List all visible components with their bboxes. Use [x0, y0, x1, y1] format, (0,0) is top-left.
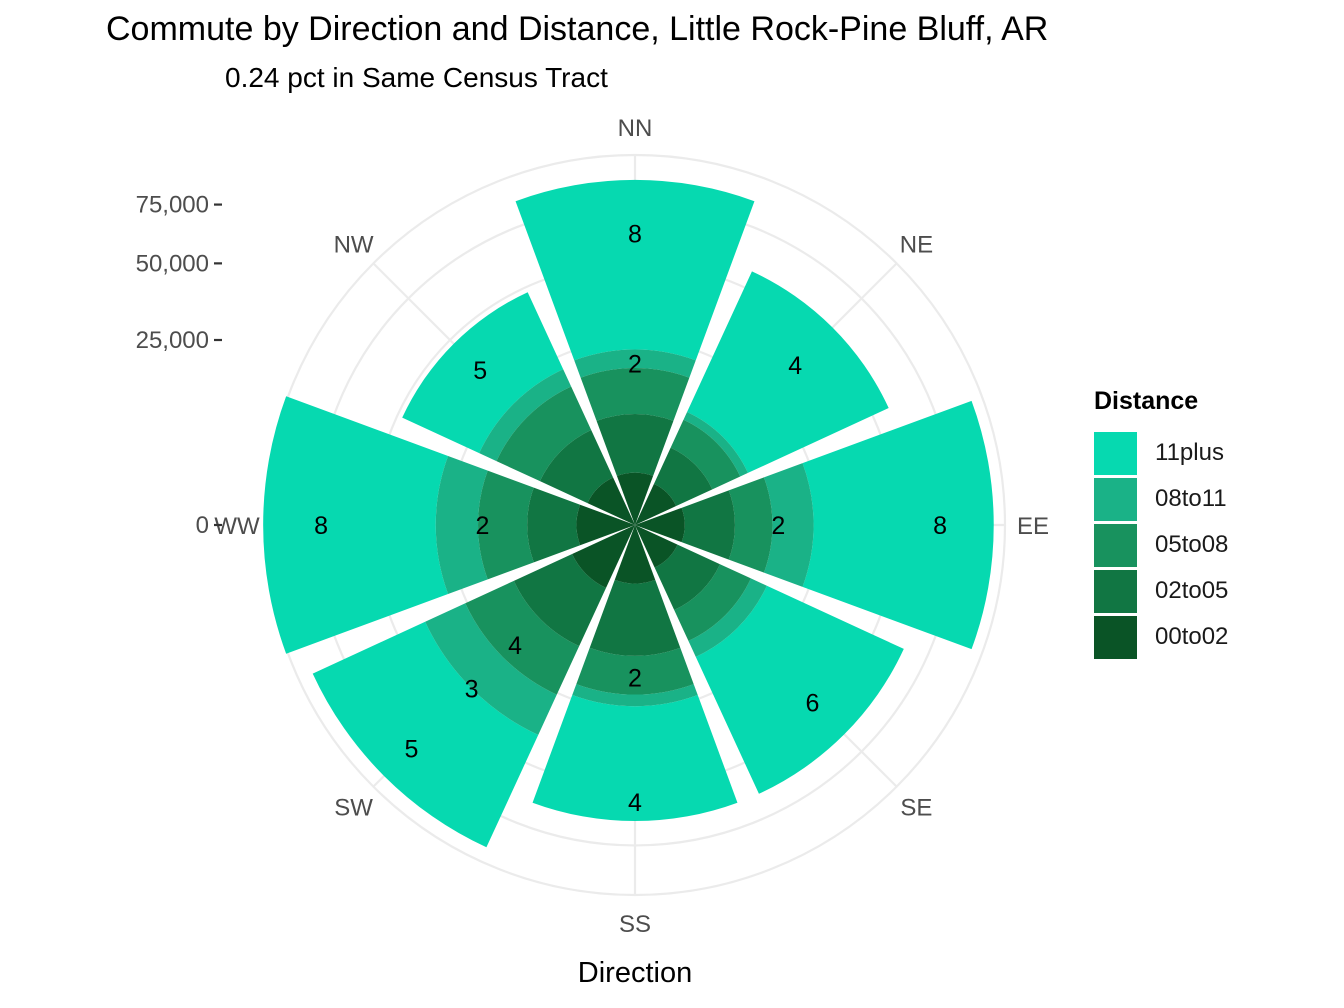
legend-item-00to02: 00to02 — [1094, 614, 1228, 660]
legend-key-swatch — [1094, 523, 1137, 567]
legend-key-swatch — [1094, 477, 1137, 521]
bar-sw-02to05 — [513, 553, 607, 647]
bar-value-label: 4 — [788, 352, 802, 380]
legend-label: 05to08 — [1155, 531, 1229, 558]
bar-value-label: 2 — [771, 512, 785, 540]
direction-label-ss: SS — [619, 911, 651, 938]
bar-nw-00to02 — [587, 477, 635, 525]
bar-ww-02to05 — [527, 487, 581, 563]
bar-nn-05to08 — [580, 368, 690, 421]
y-axis-tick-label: 75,000 — [136, 192, 209, 219]
legend-item-05to08: 05to08 — [1094, 522, 1228, 568]
bar-value-label: 5 — [405, 736, 419, 764]
bar-se-02to05 — [654, 544, 721, 611]
bar-nn-02to05 — [596, 413, 674, 476]
y-axis-tick-label: 50,000 — [136, 250, 209, 277]
direction-label-se: SE — [900, 794, 932, 821]
legend-key-swatch — [1094, 615, 1137, 659]
bar-ww-11plus — [263, 396, 449, 654]
direction-label-sw: SW — [334, 794, 373, 821]
bar-value-label: 2 — [628, 665, 642, 693]
legend-label: 11plus — [1155, 439, 1224, 466]
direction-label-ne: NE — [900, 232, 933, 259]
bar-se-05to08 — [674, 564, 751, 641]
bar-value-label: 2 — [628, 351, 642, 379]
legend-key-swatch — [1094, 569, 1137, 613]
bar-nn-08to11 — [574, 349, 696, 378]
chart-subtitle: 0.24 pct in Same Census Tract — [225, 62, 608, 93]
legend-label: 00to02 — [1155, 623, 1229, 650]
bar-sw-08to11 — [425, 603, 557, 735]
bar-ww-05to08 — [478, 470, 534, 580]
bar-ss-00to02 — [614, 525, 656, 584]
bar-ee-00to02 — [635, 507, 685, 543]
bar-ee-11plus — [802, 400, 994, 650]
bar-nw-08to11 — [479, 369, 572, 462]
bar-ne-11plus — [687, 271, 889, 473]
direction-label-ee: EE — [1017, 513, 1049, 540]
bar-sw-11plus — [312, 621, 539, 848]
bar-ss-08to11 — [572, 684, 698, 707]
bar-value-label: 2 — [475, 512, 489, 540]
legend-item-11plus: 11plus — [1094, 430, 1228, 476]
bar-value-label: 8 — [933, 512, 947, 540]
x-axis-label: Direction — [577, 957, 693, 989]
chart-title: Commute by Direction and Distance, Littl… — [106, 10, 1049, 48]
bar-value-label: 4 — [628, 789, 642, 817]
bars — [263, 179, 994, 848]
bar-ne-05to08 — [670, 419, 741, 490]
bar-ne-08to11 — [683, 412, 748, 477]
bar-ss-02to05 — [589, 579, 681, 656]
direction-label-nw: NW — [334, 232, 374, 259]
legend-item-08to11: 08to11 — [1094, 476, 1228, 522]
polar-bar-chart: 8 2 4 8 2 6 4 2 5 3 4 8 2 5 NN NE EE SE SS SW WW NW 0 25,000 50… — [136, 115, 1049, 938]
bar-ww-00to02 — [576, 504, 635, 546]
bar-ee-08to11 — [763, 463, 814, 587]
direction-label-ww: WW — [214, 513, 260, 540]
legend-label: 08to11 — [1155, 485, 1227, 512]
legend-title: Distance — [1094, 387, 1199, 415]
legend-items: 11plus 08to11 05to08 02to05 00to02 — [1094, 430, 1228, 660]
legend-label: 02to05 — [1155, 577, 1229, 604]
legend: Distance 11plus 08to11 05to08 02to05 00to02 — [1094, 387, 1228, 660]
bar-value-labels: 8 2 4 8 2 6 4 2 5 3 4 8 2 5 — [314, 221, 947, 817]
y-axis-tick-label: 25,000 — [136, 327, 209, 354]
bar-ss-05to08 — [576, 647, 694, 695]
bar-value-label: 8 — [628, 221, 642, 249]
bar-value-label: 6 — [805, 689, 819, 717]
bar-se-11plus — [695, 585, 904, 794]
bar-nw-05to08 — [496, 386, 592, 482]
bar-ne-02to05 — [653, 447, 713, 507]
bar-sw-05to08 — [465, 580, 580, 695]
bar-ss-11plus — [532, 695, 738, 821]
bar-value-label: 5 — [473, 357, 487, 385]
bar-se-08to11 — [688, 578, 767, 657]
bar-nn-00to02 — [616, 472, 654, 525]
bar-value-label: 4 — [508, 632, 522, 660]
bar-value-label: 8 — [314, 512, 328, 540]
y-axis-tick-label: 0 — [196, 512, 209, 539]
bar-ee-05to08 — [728, 477, 773, 573]
bar-ee-02to05 — [681, 490, 735, 560]
bar-sw-00to02 — [572, 525, 635, 588]
bar-value-label: 3 — [465, 675, 479, 703]
bar-se-00to02 — [635, 525, 678, 568]
bar-ne-00to02 — [635, 483, 677, 525]
direction-label-nn: NN — [618, 115, 653, 142]
bar-nn-11plus — [515, 179, 755, 361]
bar-ww-08to11 — [435, 456, 488, 594]
bar-nw-02to05 — [539, 429, 614, 504]
axis-labels: NN NE EE SE SS SW WW NW 0 25,000 50,000 75,000 — [136, 115, 1049, 938]
legend-item-02to05: 02to05 — [1094, 568, 1228, 614]
bar-nw-11plus — [402, 292, 564, 454]
legend-key-swatch — [1094, 431, 1137, 475]
